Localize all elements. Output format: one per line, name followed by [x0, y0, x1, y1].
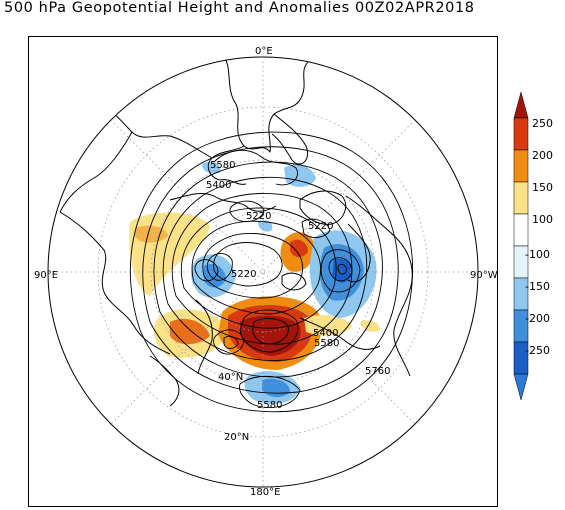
longitude-label-right: 90°W — [470, 270, 498, 281]
coastline-scandinavia — [271, 113, 308, 165]
contour-5580 — [162, 177, 367, 361]
positive-anomaly-greenland — [360, 320, 380, 332]
colorbar-bottom-arrow — [513, 373, 529, 401]
contour-5700 — [142, 146, 399, 394]
graticule-labels: 0°E 90°E 90°W 180°E 40°N 20°N — [34, 46, 498, 498]
negative-anomaly-europe — [284, 164, 316, 187]
map-frame — [28, 36, 498, 507]
latitude-label-20n: 20°N — [224, 432, 249, 443]
contour-5520 — [171, 193, 353, 345]
latitude-circle-40n — [150, 159, 376, 385]
longitude-label-top: 0°E — [255, 46, 273, 57]
contour-5280 — [213, 242, 283, 287]
negative-anomaly-north-pacific-core — [262, 378, 290, 398]
colorbar-label: 100 — [532, 213, 553, 226]
colorbar-label: -200 — [525, 312, 550, 325]
contour-label: 5760 — [365, 366, 390, 377]
colorbar-label: 150 — [532, 181, 553, 194]
contour-5400 — [191, 220, 321, 315]
contour-label: 5580 — [314, 338, 339, 349]
colorbar: 250 200 150 100 -100 -150 -200 -250 — [513, 91, 553, 401]
longitude-label-left: 90°E — [34, 270, 58, 281]
coastline-india — [59, 131, 133, 213]
coastline-east-asia — [59, 211, 171, 355]
colorbar-label: -250 — [525, 344, 550, 357]
longitude-label-bottom: 180°E — [250, 487, 280, 498]
coastline-europe-africa — [224, 57, 311, 153]
positive-anomaly-alaska — [304, 315, 352, 336]
negative-anomaly-siberia-core — [204, 263, 226, 288]
contour-5220-east — [301, 218, 331, 238]
contour-canada-low-3 — [337, 263, 347, 275]
contour-label: 5580 — [257, 400, 282, 411]
contour-asia-low — [194, 259, 219, 282]
contour-label: 5400 — [206, 180, 231, 191]
colorbar-label: -100 — [525, 248, 550, 261]
colorbar-segment — [513, 117, 529, 151]
coastline-japan — [149, 355, 180, 407]
colorbar-segment — [513, 213, 529, 247]
coastline-arctic-islands — [281, 272, 307, 291]
colorbar-label: 250 — [532, 117, 553, 130]
colorbar-segment — [513, 181, 529, 215]
contour-labels: 5580 5400 5220 5220 5220 5400 5580 5760 … — [206, 160, 390, 411]
colorbar-label: 200 — [532, 149, 553, 162]
negative-anomaly-canada-inner — [332, 258, 353, 283]
coastline-alaska — [299, 317, 381, 350]
contour-pacific-high-1 — [239, 309, 299, 353]
chart-title: 500 hPa Geopotential Height and Anomalie… — [4, 0, 475, 16]
positive-anomaly-arctic-core — [290, 239, 308, 258]
contour-5220-north — [229, 200, 265, 222]
contour-europe-wave — [213, 149, 298, 186]
contour-east-asia-low-1 — [213, 329, 245, 355]
contour-label: 5580 — [210, 160, 235, 171]
colorbar-segments — [513, 91, 529, 401]
contour-north-pacific-trough — [239, 375, 301, 408]
contour-canada-low-2 — [328, 257, 353, 282]
graticule — [48, 57, 478, 487]
coastline-kamchatka — [195, 299, 213, 375]
contour-canada-low-1 — [320, 249, 361, 293]
coastline-north-asia — [169, 193, 277, 212]
contour-5220-west — [206, 253, 233, 281]
contour-label: 5400 — [313, 328, 338, 339]
contour-pacific-high-2 — [252, 318, 289, 345]
coastline-middle-east — [99, 101, 213, 159]
anomaly-shading — [129, 161, 380, 404]
latitude-label-40n: 40°N — [218, 372, 243, 383]
colorbar-top-arrow — [513, 91, 529, 119]
positive-anomaly-pacific-core — [240, 315, 301, 356]
coastline-greenland — [299, 190, 347, 225]
negative-anomaly-small — [258, 220, 273, 232]
contour-label: 5220 — [308, 221, 333, 232]
height-contours — [129, 131, 413, 413]
positive-anomaly-asia-core — [135, 225, 168, 243]
colorbar-labels: 250 200 150 100 -100 -150 -200 -250 — [525, 117, 553, 357]
contour-east-asia-low-2 — [223, 335, 239, 349]
colorbar-segment — [513, 149, 529, 183]
contour-5340 — [202, 232, 304, 299]
contour-5760 — [129, 131, 413, 413]
contour-5460 — [180, 207, 337, 329]
contour-label: 5220 — [231, 269, 256, 280]
contour-label: 5220 — [246, 211, 271, 222]
colorbar-label: -150 — [525, 280, 550, 293]
